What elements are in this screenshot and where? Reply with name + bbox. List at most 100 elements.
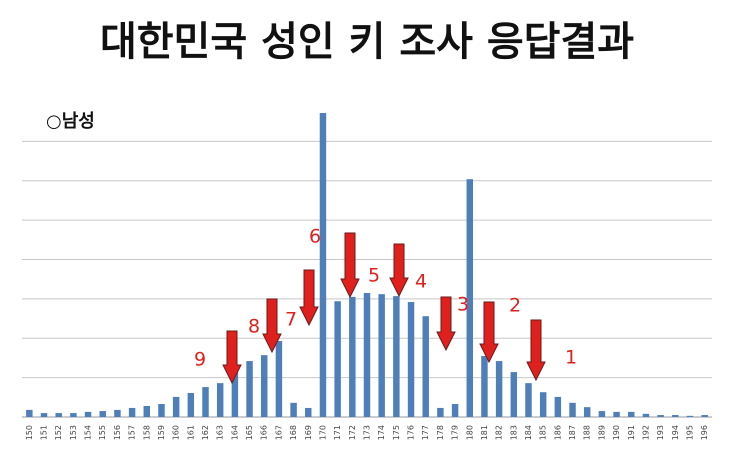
x-tick-label: 158 [142, 425, 151, 440]
x-tick-label: 163 [216, 425, 225, 440]
bar [393, 296, 400, 417]
bar [495, 361, 503, 417]
x-tick-label: 170 [318, 425, 327, 440]
annotation: 1 [565, 347, 577, 369]
bar [422, 316, 429, 417]
bar [583, 407, 591, 417]
arrows [222, 232, 546, 385]
x-tick-label: 177 [421, 425, 430, 440]
x-tick-label: 164 [230, 425, 239, 440]
x-tick-label: 185 [539, 425, 548, 440]
x-tick-label: 184 [524, 425, 533, 440]
x-tick-label: 188 [583, 425, 592, 440]
x-tick-label: 196 [700, 425, 709, 440]
x-tick-label: 151 [40, 425, 49, 440]
annotation: 9 [194, 349, 206, 371]
bar [598, 411, 606, 417]
chart-title: 대한민국 성인 키 조사 응답결과 [100, 19, 634, 65]
bar [26, 409, 33, 417]
x-tick-label: 159 [157, 425, 166, 440]
x-tick-label: 181 [480, 425, 489, 440]
x-tick-label: 178 [436, 425, 445, 440]
x-tick-label: 179 [451, 425, 460, 440]
x-tick-label: 161 [186, 425, 195, 440]
arrow [526, 319, 546, 382]
arrow [479, 301, 499, 364]
bar [613, 411, 620, 417]
arrow [262, 298, 282, 354]
bar [275, 341, 283, 417]
arrow [436, 296, 456, 352]
annotation: 7 [285, 309, 297, 331]
bar [202, 387, 209, 417]
x-tick-label: 169 [304, 425, 313, 440]
x-tick-label: 172 [348, 425, 357, 440]
x-tick-label: 152 [54, 425, 63, 440]
x-tick-label: 165 [245, 425, 254, 440]
bar [319, 113, 327, 418]
bar [70, 413, 77, 417]
bar [305, 407, 312, 417]
bar [349, 296, 356, 417]
x-tick-label: 150 [25, 425, 34, 440]
x-tick-label: 155 [98, 425, 107, 440]
x-tick-label: 156 [113, 425, 122, 440]
x-tick-label: 160 [172, 425, 181, 440]
annotation: 3 [457, 294, 469, 316]
x-tick-label: 182 [495, 425, 504, 440]
bar [628, 411, 635, 417]
bar [407, 302, 415, 417]
x-tick-label: 192 [641, 425, 650, 440]
x-tick-label: 186 [553, 425, 562, 440]
x-tick-label: 153 [69, 425, 78, 440]
x-tick-label: 157 [128, 425, 137, 440]
bar [84, 411, 92, 417]
bar [363, 292, 371, 417]
x-tick-label: 167 [274, 425, 283, 440]
arrow [340, 232, 360, 299]
bar [525, 383, 532, 417]
x-tick-label: 175 [392, 425, 401, 440]
x-tick-label: 166 [260, 425, 269, 440]
annotation: 5 [368, 265, 380, 287]
bar [510, 372, 518, 417]
bar [569, 402, 576, 417]
x-tick-label: 193 [656, 425, 665, 440]
bar [114, 409, 121, 417]
annotation: 2 [509, 295, 521, 317]
arrow [222, 330, 242, 385]
x-tick-label: 171 [333, 425, 342, 440]
bar [657, 415, 664, 417]
bar [246, 361, 253, 417]
bar [437, 407, 444, 417]
x-tick-label: 173 [363, 425, 372, 440]
arrow [299, 269, 319, 327]
arrow [389, 243, 409, 298]
x-tick-label: 187 [568, 425, 577, 440]
bar [701, 415, 708, 417]
x-tick-label: 174 [377, 425, 386, 440]
bar [451, 404, 459, 417]
bar [554, 396, 562, 417]
bar [466, 179, 473, 417]
x-tick-label: 162 [201, 425, 210, 440]
bar [172, 396, 180, 417]
annotation: 8 [248, 316, 260, 338]
x-tick-label: 183 [509, 425, 518, 440]
bar [642, 413, 650, 417]
x-tick-label: 176 [407, 425, 416, 440]
bar [55, 413, 62, 417]
bar [481, 355, 488, 417]
x-tick-label: 189 [597, 425, 606, 440]
bar [290, 402, 297, 417]
bar [686, 415, 694, 417]
x-tick-label: 195 [685, 425, 694, 440]
x-tick-label: 180 [465, 425, 474, 440]
bar [334, 301, 341, 417]
bar [261, 355, 268, 417]
chart-subtitle: ○남성 [46, 111, 95, 132]
bar [216, 383, 224, 417]
bar [128, 407, 136, 417]
bar [187, 392, 195, 417]
